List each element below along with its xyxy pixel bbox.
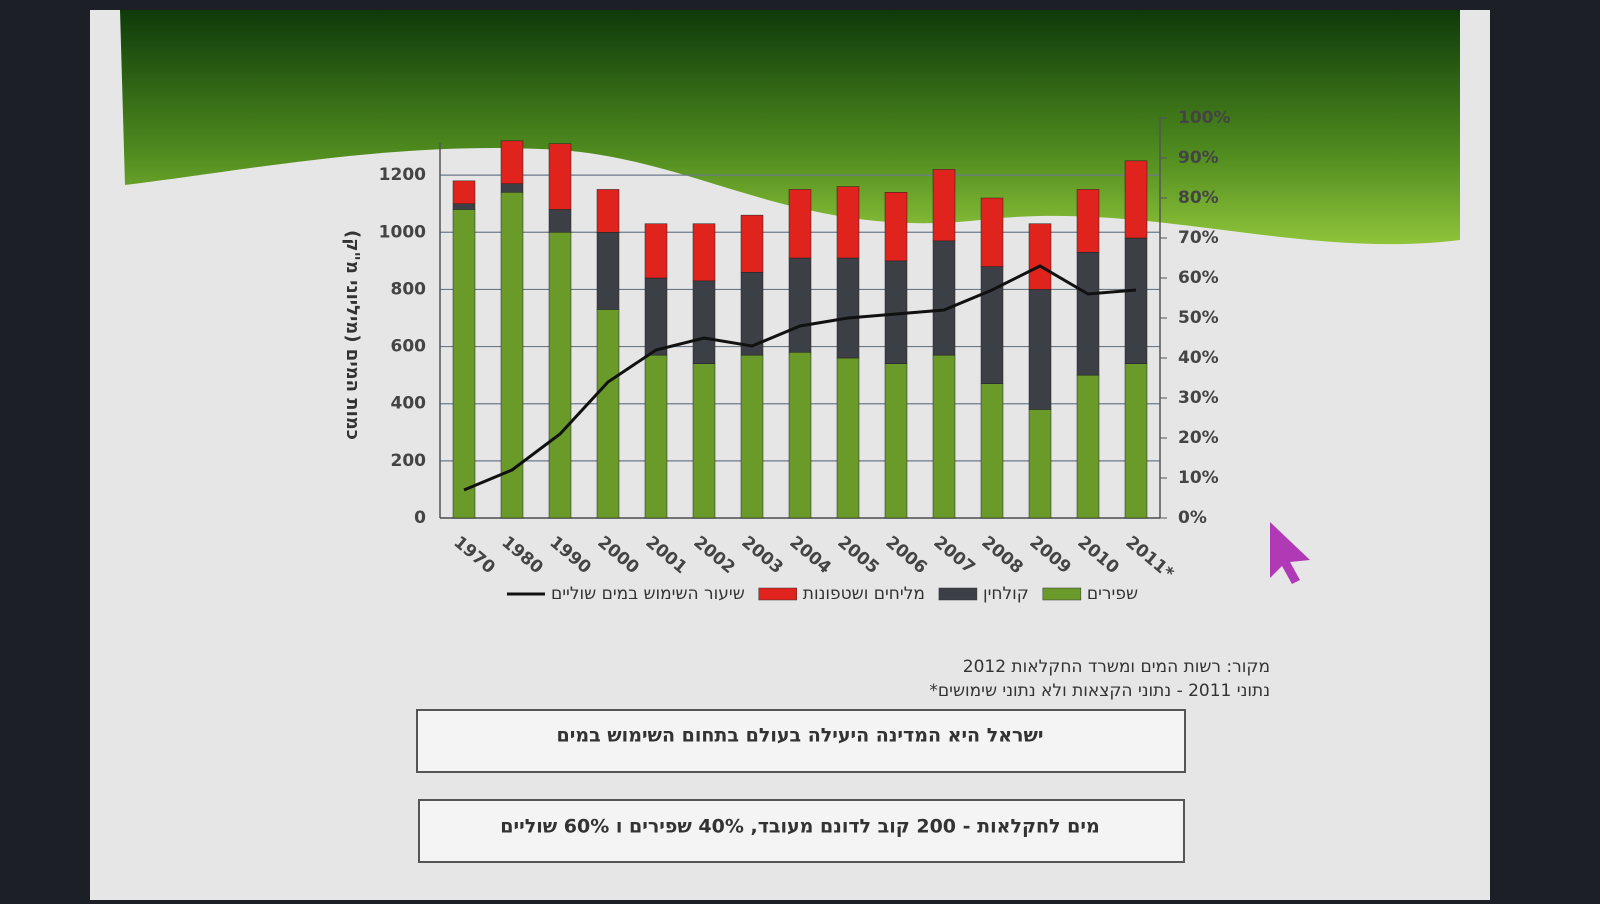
y2-tick-label: 0% xyxy=(1178,508,1207,528)
bar-segment xyxy=(692,223,716,282)
y2-tick-label: 40% xyxy=(1178,348,1219,368)
bar-segment xyxy=(1124,160,1148,239)
legend-label: קולחין xyxy=(983,584,1029,604)
bar-segment xyxy=(932,169,956,242)
y2-tick-label: 100% xyxy=(1178,108,1231,128)
bar-segment xyxy=(548,143,572,210)
bar-segment xyxy=(788,352,812,519)
y2-tick-label: 80% xyxy=(1178,188,1219,208)
y-tick-label: 200 xyxy=(391,451,427,471)
y2-tick-label: 10% xyxy=(1178,468,1219,488)
bar-segment xyxy=(596,232,620,310)
y-tick-label: 400 xyxy=(391,394,427,414)
bar-segment xyxy=(884,192,908,262)
y2-tick-label: 20% xyxy=(1178,428,1219,448)
source: מקור: רשות המים ומשרד החקלאות 2012 xyxy=(963,657,1270,677)
legend-key xyxy=(938,587,978,601)
bar-segment xyxy=(644,277,668,356)
bar-segment xyxy=(596,309,620,519)
legend-label: שפירים xyxy=(1087,584,1138,604)
legend-label: מליחים ושטפונות xyxy=(803,584,925,604)
y2-tick-label: 70% xyxy=(1178,228,1219,248)
bar-segment xyxy=(548,232,572,519)
bar-segment xyxy=(1124,363,1148,519)
bar-segment xyxy=(452,180,476,204)
y-tick-label: 0 xyxy=(414,508,426,528)
bar-segment xyxy=(932,354,956,519)
bar-segment xyxy=(788,257,812,353)
y-tick-label: 1200 xyxy=(379,165,426,185)
line xyxy=(463,264,1137,492)
bar-segment xyxy=(980,383,1004,519)
box xyxy=(418,799,1185,863)
bar-segment xyxy=(452,209,476,519)
bar-segment xyxy=(836,257,860,359)
bar-segment xyxy=(980,197,1004,267)
bar-segment xyxy=(980,266,1004,384)
legend-label: שיעור השימוש במים שוליים xyxy=(551,584,745,604)
footnote: *נתוני 2011 - נתוני הקצאות ולא נתוני שימ… xyxy=(929,681,1270,701)
bar-segment xyxy=(932,240,956,356)
cursor xyxy=(1270,522,1310,584)
bar-segment xyxy=(1028,289,1052,410)
bar-segment xyxy=(500,140,524,184)
y-axis-label: כמות המים (מיליוני מ"ק) xyxy=(342,230,363,440)
bar-segment xyxy=(1028,223,1052,290)
bar-segment xyxy=(1076,374,1100,519)
bar-segment xyxy=(500,183,524,193)
bar-segment xyxy=(884,363,908,519)
legend-key xyxy=(758,587,798,601)
bar-segment xyxy=(548,209,572,233)
bar-segment xyxy=(740,214,764,273)
y2-tick-label: 50% xyxy=(1178,308,1219,328)
bar-segment xyxy=(692,363,716,519)
y2-tick-label: 90% xyxy=(1178,148,1219,168)
bar-segment xyxy=(788,189,812,259)
bar-segment xyxy=(1028,409,1052,519)
y2-tick-label: 60% xyxy=(1178,268,1219,288)
bar-segment xyxy=(1076,252,1100,376)
bar-segment xyxy=(1076,189,1100,253)
bar-segment xyxy=(644,354,668,519)
legend-key xyxy=(1042,587,1082,601)
bar-segment xyxy=(836,186,860,259)
bar-segment xyxy=(596,189,620,233)
y-tick-label: 600 xyxy=(391,337,427,357)
box-text: ישראל היא המדינה היעילה בעולם בתחום השימ… xyxy=(557,725,1044,747)
bar-segment xyxy=(692,280,716,364)
y-tick-label: 1000 xyxy=(379,222,426,242)
y2-tick-label: 30% xyxy=(1178,388,1219,408)
bar-segment xyxy=(1124,237,1148,364)
bar-segment xyxy=(836,357,860,519)
bar-segment xyxy=(452,203,476,210)
bar-segment xyxy=(644,223,668,279)
y-tick-label: 800 xyxy=(391,279,427,299)
bar-segment xyxy=(740,354,764,519)
box-text: מים לחקלאות - 200 קוב לדונם מעובד, 40% ש… xyxy=(500,816,1099,838)
box xyxy=(416,709,1186,773)
